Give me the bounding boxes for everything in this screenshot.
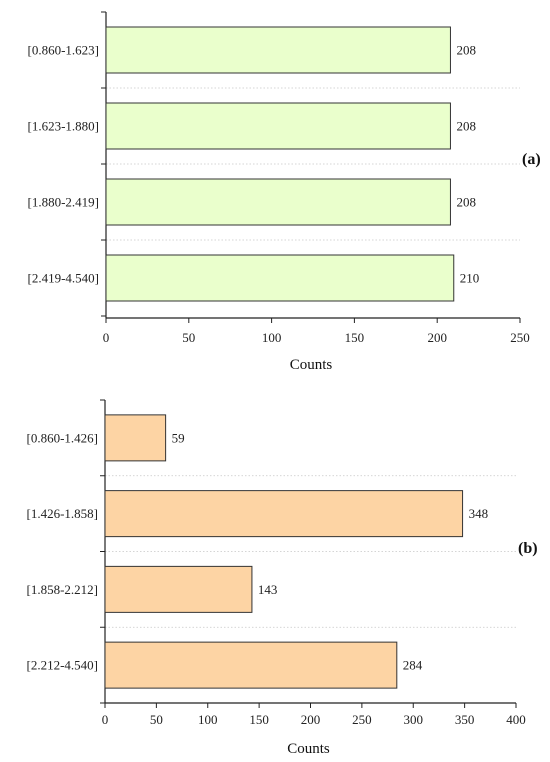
x-tick-label: 100 [198,712,218,727]
data-label: 210 [460,271,480,286]
bar [104,641,398,689]
x-tick-label: 150 [345,330,365,345]
category-label: [2.212-4.540] [27,658,99,673]
bar [104,490,464,538]
x-axis-title: Counts [290,357,333,373]
category-label: [1.426-1.858] [27,506,99,521]
bar [105,178,451,226]
x-tick-label: 100 [262,330,282,345]
x-axis-title: Counts [287,741,330,757]
x-tick-label: 250 [352,712,372,727]
x-tick-label: 250 [510,330,530,345]
x-tick-label: 50 [150,712,163,727]
category-label: [1.880-2.419] [28,195,100,210]
bar [105,254,455,302]
data-label: 143 [258,582,278,597]
chart-panel-a: [0.860-1.623] 208 [1.623-1.880] 208 [1.880-2… [28,11,541,373]
x-tick-label: 50 [182,330,195,345]
x-tick-label: 200 [301,712,321,727]
x-tick-label: 0 [103,330,110,345]
data-label: 59 [172,430,185,445]
x-tick-label: 0 [102,712,109,727]
category-label: [0.860-1.623] [28,43,100,58]
bar [105,26,451,74]
data-label: 284 [403,658,423,673]
category-label: [2.419-4.540] [28,271,100,286]
category-label: [1.858-2.212] [27,582,99,597]
category-label: [0.860-1.426] [27,430,99,445]
data-label: 208 [456,195,476,210]
x-tick-label: 200 [427,330,447,345]
panel-label: (b) [518,540,538,557]
data-label: 208 [456,43,476,58]
bar [105,102,451,150]
x-tick-label: 300 [404,712,424,727]
x-tick-label: 400 [506,712,526,727]
data-label: 348 [469,506,489,521]
bar [104,414,167,462]
x-tick-label: 150 [249,712,269,727]
category-label: [1.623-1.880] [28,119,100,134]
x-tick-label: 350 [455,712,475,727]
data-label: 208 [456,119,476,134]
bar [104,565,253,613]
panel-label: (a) [522,151,541,168]
chart-panel-b: [0.860-1.426] 59 [1.426-1.858] 348 [1.858-2.… [27,399,538,757]
